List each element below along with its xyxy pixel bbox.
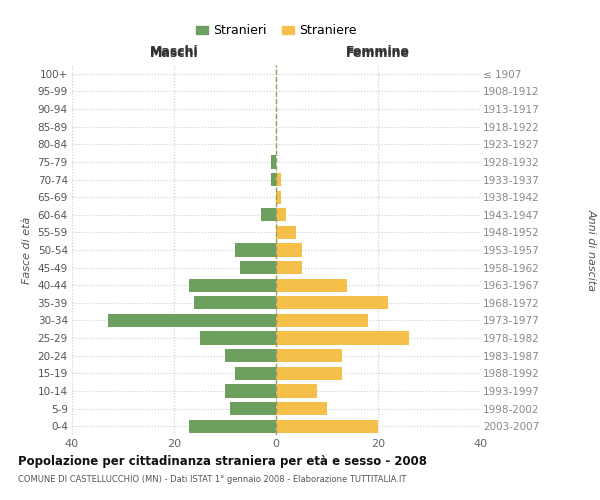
Bar — [276, 226, 296, 239]
Bar — [235, 244, 276, 256]
Bar — [276, 173, 281, 186]
Bar — [276, 332, 409, 344]
Bar — [190, 420, 276, 433]
Text: Femmine: Femmine — [346, 46, 410, 60]
Bar — [276, 366, 342, 380]
Bar — [190, 278, 276, 292]
Bar — [276, 261, 302, 274]
Bar — [240, 261, 276, 274]
Bar — [276, 384, 317, 398]
Text: Popolazione per cittadinanza straniera per età e sesso - 2008: Popolazione per cittadinanza straniera p… — [18, 455, 427, 468]
Bar — [108, 314, 276, 327]
Text: Anni di nascita: Anni di nascita — [587, 209, 597, 291]
Bar — [194, 296, 276, 310]
Bar — [276, 208, 286, 222]
Bar — [260, 208, 276, 222]
Text: Maschi: Maschi — [149, 46, 199, 60]
Bar — [235, 366, 276, 380]
Bar — [276, 420, 378, 433]
Bar — [271, 156, 276, 168]
Bar — [199, 332, 276, 344]
Bar — [276, 190, 281, 204]
Bar — [276, 314, 368, 327]
Bar — [225, 349, 276, 362]
Bar — [271, 173, 276, 186]
Bar — [276, 244, 302, 256]
Text: COMUNE DI CASTELLUCCHIO (MN) - Dati ISTAT 1° gennaio 2008 - Elaborazione TUTTITA: COMUNE DI CASTELLUCCHIO (MN) - Dati ISTA… — [18, 475, 406, 484]
Text: Femmine: Femmine — [346, 44, 410, 58]
Text: Maschi: Maschi — [149, 44, 199, 58]
Legend: Stranieri, Straniere: Stranieri, Straniere — [191, 20, 361, 42]
Bar — [225, 384, 276, 398]
Bar — [276, 402, 327, 415]
Bar — [276, 296, 388, 310]
Bar — [230, 402, 276, 415]
Bar — [276, 278, 347, 292]
Bar — [276, 349, 342, 362]
Y-axis label: Fasce di età: Fasce di età — [22, 216, 32, 284]
